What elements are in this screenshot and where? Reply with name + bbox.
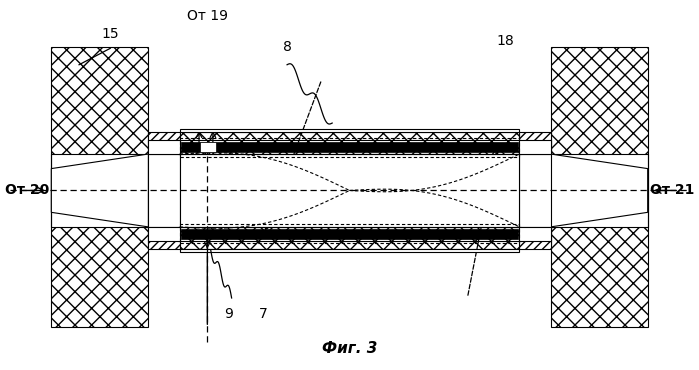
Text: 18: 18: [497, 34, 514, 48]
Bar: [178, 227, 521, 241]
Polygon shape: [51, 191, 148, 327]
Bar: [181, 142, 518, 152]
Bar: [180, 249, 519, 252]
Bar: [180, 154, 519, 227]
Bar: [178, 140, 521, 154]
Bar: [519, 227, 551, 249]
Bar: [180, 227, 519, 249]
Text: Фиг. 3: Фиг. 3: [322, 341, 377, 356]
Bar: [180, 132, 519, 154]
Bar: [181, 229, 518, 239]
Text: 9: 9: [224, 307, 233, 321]
Bar: [519, 154, 551, 227]
Bar: [148, 227, 180, 249]
Bar: [148, 227, 180, 241]
Polygon shape: [51, 154, 148, 227]
Bar: [148, 132, 180, 154]
Bar: [201, 142, 216, 152]
Polygon shape: [551, 47, 648, 191]
Polygon shape: [51, 47, 148, 191]
Text: 15: 15: [101, 27, 119, 41]
Bar: [148, 154, 180, 227]
Polygon shape: [551, 154, 648, 227]
Text: 7: 7: [259, 307, 267, 321]
Text: От 20: От 20: [5, 184, 49, 198]
Bar: [519, 140, 551, 154]
Bar: [519, 227, 551, 241]
Bar: [180, 128, 519, 132]
Text: 8: 8: [282, 40, 291, 54]
Text: От 21: От 21: [650, 184, 694, 198]
Polygon shape: [551, 191, 648, 327]
Bar: [148, 140, 180, 154]
Text: От 19: От 19: [187, 9, 228, 23]
Bar: [519, 132, 551, 154]
